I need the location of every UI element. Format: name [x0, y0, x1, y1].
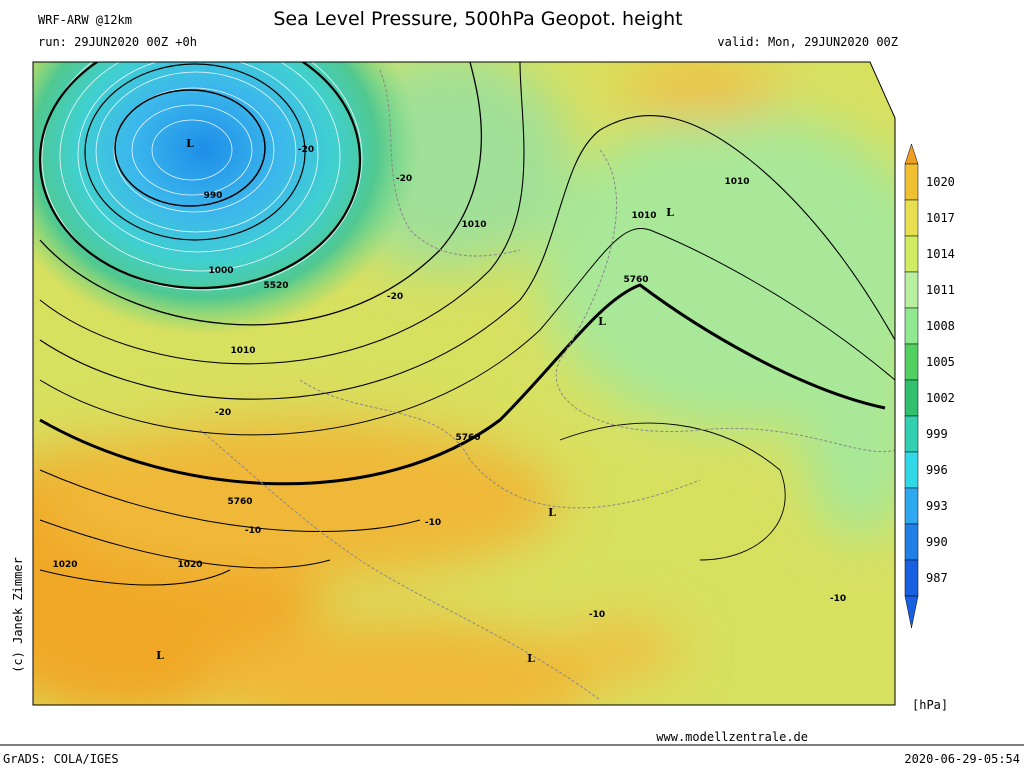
- colorbar-swatch: [904, 415, 919, 453]
- colorbar: 1020 1017 1014 1011 1008 1005 1002 999 996 993 990…: [904, 143, 955, 629]
- contour-label: 1010: [230, 346, 255, 356]
- contour-label: -10: [589, 610, 605, 620]
- contour-label: L: [186, 137, 194, 150]
- colorbar-swatch: [904, 199, 919, 237]
- contour-label: 1010: [724, 177, 749, 187]
- colorbar-swatch: [904, 163, 919, 201]
- contour-label: -10: [425, 518, 441, 528]
- contour-label: -20: [396, 174, 412, 184]
- contour-label: 1020: [177, 560, 202, 570]
- credit: (c) Janek Zimmer: [11, 557, 25, 673]
- colorbar-level: 1020: [926, 175, 955, 189]
- website: www.modellzentrale.de: [656, 730, 808, 744]
- contour-label: 990: [204, 191, 223, 201]
- colorbar-swatch: [904, 307, 919, 345]
- contour-label: 5760: [455, 433, 480, 443]
- colorbar-cap: [904, 143, 919, 165]
- contour-label: 1010: [631, 211, 656, 221]
- contour-label: 1010: [461, 220, 486, 230]
- colorbar-level: 1002: [926, 391, 955, 405]
- valid-label: valid: Mon, 29JUN2020 00Z: [717, 35, 898, 49]
- colorbar-swatch: [904, 271, 919, 309]
- map-field: [33, 62, 895, 705]
- colorbar-swatch: [904, 487, 919, 525]
- colorbar-swatch: [904, 235, 919, 273]
- colorbar-level: 1017: [926, 211, 955, 225]
- contour-label: L: [598, 315, 606, 328]
- contour-label: 5520: [263, 281, 288, 291]
- colorbar-level: 1008: [926, 319, 955, 333]
- contour-label: 5760: [227, 497, 252, 507]
- colorbar-swatch: [904, 343, 919, 381]
- contour-label: 1020: [52, 560, 77, 570]
- colorbar-level: 996: [926, 463, 948, 477]
- model-label: WRF-ARW @12km: [38, 13, 132, 27]
- colorbar-swatch: [904, 379, 919, 417]
- contour-label: L: [548, 506, 556, 519]
- colorbar-level: 1014: [926, 247, 955, 261]
- footer-right: 2020-06-29-05:54: [904, 752, 1020, 766]
- contour-label: -10: [830, 594, 846, 604]
- contour-label: -20: [298, 145, 314, 155]
- colorbar-level: 1011: [926, 283, 955, 297]
- map-labels: L 990 -20 -20 1000 5520 1010 -20 -20 1010 1010 1010…: [52, 137, 846, 665]
- run-label: run: 29JUN2020 00Z +0h: [38, 35, 197, 49]
- contour-label: 1000: [208, 266, 233, 276]
- colorbar-level: 1005: [926, 355, 955, 369]
- colorbar-swatch: [904, 523, 919, 561]
- colorbar-swatch: [904, 559, 919, 597]
- map-title: Sea Level Pressure, 500hPa Geopot. heigh…: [273, 8, 682, 30]
- colorbar-level: 999: [926, 427, 948, 441]
- colorbar-level: 993: [926, 499, 948, 513]
- colorbar-level: 990: [926, 535, 948, 549]
- footer-left: GrADS: COLA/IGES: [3, 752, 119, 766]
- contour-label: L: [156, 649, 164, 662]
- colorbar-level: 987: [926, 571, 948, 585]
- contour-label: 5760: [623, 275, 648, 285]
- contour-label: -20: [387, 292, 403, 302]
- contour-label: L: [666, 206, 674, 219]
- contour-label: -10: [245, 526, 261, 536]
- contour-label: -20: [215, 408, 231, 418]
- colorbar-unit: [hPa]: [912, 698, 948, 712]
- contour-label: L: [527, 652, 535, 665]
- map-frame: [32, 61, 896, 706]
- colorbar-cap: [904, 595, 919, 629]
- colorbar-swatch: [904, 451, 919, 489]
